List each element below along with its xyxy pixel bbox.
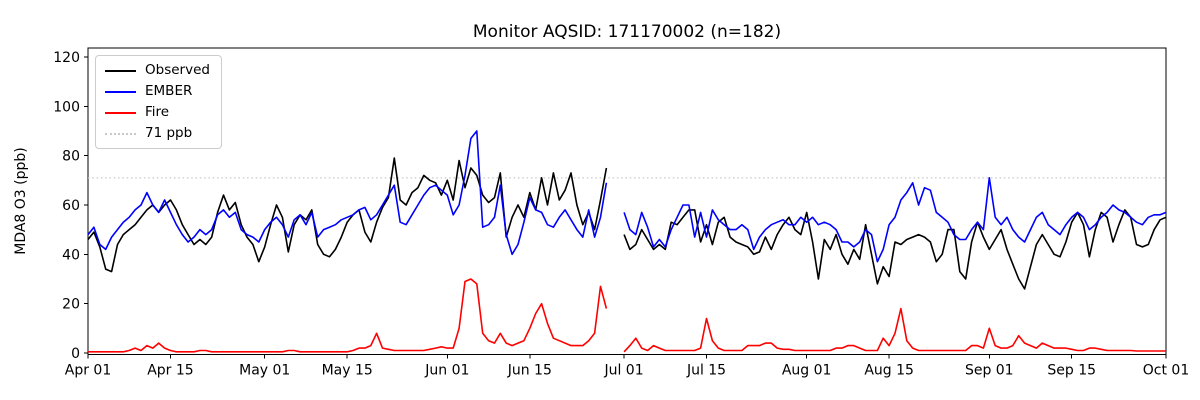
legend-item-fire: Fire [105,105,210,120]
legend-label: EMBER [145,83,193,99]
legend-label: Observed [145,62,210,78]
y-tick-label: 120 [53,50,80,66]
fire-line [88,278,1166,353]
y-tick-label: 80 [62,149,80,165]
x-tick-label: Sep 01 [965,363,1014,379]
x-tick-label: Apr 01 [65,363,111,379]
ember-line [87,130,1167,263]
legend-item-ember: EMBER [105,84,210,99]
legend-item-threshold: 71 ppb [105,126,210,141]
x-tick-label: Jul 15 [686,363,726,379]
y-tick-label: 0 [71,346,80,362]
x-tick-label: Oct 01 [1143,363,1189,379]
x-tick-label: May 15 [322,363,373,379]
y-tick-label: 100 [53,99,80,115]
fire-line-swatch [105,111,136,114]
axes-frame [87,47,1167,355]
x-tick-label: Apr 15 [147,363,193,379]
observed-line [87,157,1167,290]
x-tick-label: Jun 01 [424,363,469,379]
legend-label: 71 ppb [145,125,193,141]
observed-line-swatch [105,69,136,72]
x-tick-label: May 01 [239,363,290,379]
y-tick-label: 20 [62,297,80,313]
legend: Observed EMBER Fire 71 ppb [95,55,222,149]
legend-item-observed: Observed [105,63,210,78]
x-tick-label: Aug 15 [864,363,914,379]
y-tick-label: 60 [62,198,80,214]
chart-title: Monitor AQSID: 171170002 (n=182) [472,22,782,42]
x-tick-label: Sep 15 [1047,363,1096,379]
x-tick-label: Jun 15 [507,363,552,379]
x-tick-label: Jul 01 [603,363,643,379]
threshold-line-swatch [105,132,136,135]
x-tick-label: Aug 01 [782,363,832,379]
legend-label: Fire [145,104,170,120]
y-tick-label: 40 [62,247,80,263]
ember-line-swatch [105,90,136,93]
